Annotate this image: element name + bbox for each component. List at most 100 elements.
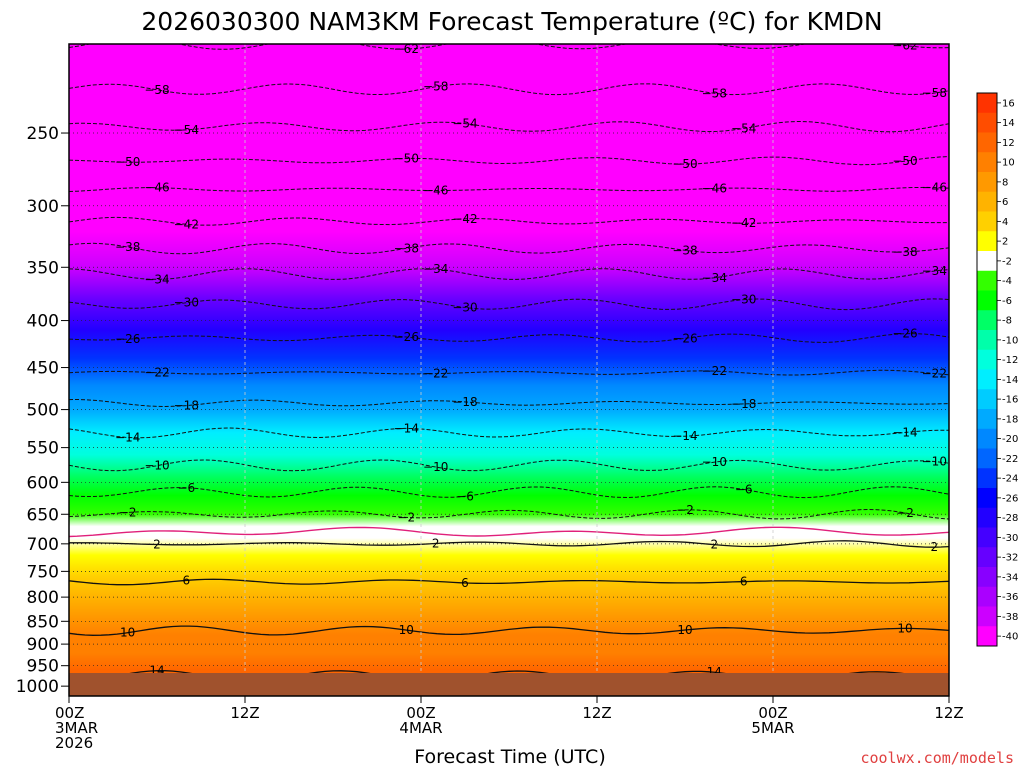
colorbar-label: -6 — [1002, 296, 1012, 307]
colorbar-bin — [977, 93, 997, 114]
colorbar-bin — [977, 507, 997, 528]
contour-label: −58 — [144, 83, 169, 97]
colorbar-label: -36 — [1002, 592, 1018, 603]
colorbar-bin — [977, 251, 997, 272]
contour-label: −2 — [896, 506, 914, 520]
contour-label: 10 — [120, 626, 135, 640]
contour-line — [69, 268, 949, 280]
contour-label: −34 — [423, 262, 448, 276]
contour-label: 6 — [182, 573, 190, 587]
contour-label: 6 — [740, 575, 748, 589]
credit-text: coolwx.com/models — [860, 749, 1014, 767]
contour-line — [69, 120, 949, 133]
colorbar-label: -16 — [1002, 395, 1018, 406]
colorbar-bin — [977, 488, 997, 509]
contour-label: 10 — [677, 623, 692, 637]
colorbar-bin — [977, 290, 997, 311]
contour-label: −2 — [397, 510, 415, 524]
contour-line — [69, 486, 949, 499]
colorbar-bin — [977, 369, 997, 390]
y-tick-label: 550 — [27, 439, 59, 459]
colorbar-label: -18 — [1002, 414, 1018, 425]
contour-label: −22 — [922, 367, 947, 381]
contour-label: −42 — [452, 212, 477, 226]
contour-label: −18 — [174, 399, 199, 413]
contour-label: −50 — [892, 154, 917, 168]
y-tick-label: 300 — [27, 197, 59, 217]
colorbar-label: 8 — [1002, 177, 1008, 188]
contour-label: −46 — [702, 181, 727, 195]
freezing-line — [69, 526, 949, 538]
colorbar-bin — [977, 527, 997, 548]
x-tick-label: 4MAR — [399, 719, 442, 737]
x-tick-label: 00Z — [55, 704, 84, 722]
contour-label: −46 — [423, 184, 448, 198]
contour-line — [69, 540, 949, 548]
contour-line — [69, 398, 949, 408]
colorbar-bin — [977, 448, 997, 469]
contour-label: −14 — [394, 421, 419, 435]
contour-label: −38 — [672, 243, 697, 257]
colorbar-label: -26 — [1002, 493, 1018, 504]
y-tick-label: 600 — [27, 473, 59, 493]
colorbar-bin — [977, 547, 997, 568]
x-tick-label: 3MAR — [55, 719, 98, 737]
contour-label: −46 — [144, 181, 169, 195]
x-tick-label: 12Z — [230, 704, 259, 722]
contour-label: −42 — [174, 217, 199, 231]
contour-line — [69, 186, 949, 192]
x-tick-label: 00Z — [758, 704, 787, 722]
contour-label: −54 — [452, 117, 477, 131]
contour-label: −34 — [144, 272, 169, 286]
colorbar-label: -8 — [1002, 316, 1012, 327]
y-tick-label: 450 — [27, 359, 59, 379]
y-tick-label: 700 — [27, 535, 59, 555]
colorbar-label: -24 — [1002, 474, 1018, 485]
colorbar-bin — [977, 231, 997, 252]
x-tick-label: 12Z — [934, 704, 963, 722]
contour-label: −62 — [394, 42, 419, 56]
contour-line — [69, 83, 949, 96]
contour-label: −22 — [423, 367, 448, 381]
contour-label: −62 — [115, 32, 140, 46]
contour-label: −30 — [174, 296, 199, 310]
contour-label: −34 — [702, 271, 727, 285]
colorbar-label: -34 — [1002, 572, 1018, 583]
contour-line — [69, 625, 949, 636]
contour-line — [69, 156, 949, 166]
colorbar: 16 14 12 10 8 6 4 2 -2 -4 -6 -8 -10 -12 -14 -16 -18 -20 -2… — [976, 92, 1018, 647]
colorbar-bin — [977, 330, 997, 351]
colorbar-bin — [977, 409, 997, 430]
colorbar-bin — [977, 211, 997, 232]
contour-label: −42 — [951, 215, 976, 229]
contour-label: 10 — [399, 623, 414, 637]
contour-line — [69, 459, 949, 472]
contour-label: −58 — [922, 86, 947, 100]
colorbar-label: 6 — [1002, 197, 1008, 208]
colorbar-bin — [977, 191, 997, 212]
colorbar-label: -2 — [1002, 256, 1012, 267]
contour-label: −34 — [922, 264, 947, 278]
colorbar-label: -38 — [1002, 612, 1018, 623]
contour-label: −10 — [423, 460, 448, 474]
contour-label: −6 — [955, 489, 973, 503]
contour-label: −26 — [394, 330, 419, 344]
contour-label: −42 — [731, 216, 756, 230]
temperature-field — [69, 44, 949, 696]
contour-label: −54 — [731, 122, 756, 136]
contour-line — [69, 216, 949, 226]
contour-label: −14 — [115, 431, 140, 445]
colorbar-bin — [977, 586, 997, 607]
contour-label: −26 — [672, 331, 697, 345]
contour-label: −46 — [922, 181, 947, 195]
contour-label: −30 — [731, 293, 756, 307]
y-tick-label: 500 — [27, 401, 59, 421]
contour-line — [69, 369, 949, 376]
contour-label: −6 — [735, 482, 753, 496]
chart-title: 2026030300 NAM3KM Forecast Temperature (… — [141, 7, 882, 36]
colorbar-label: -14 — [1002, 375, 1018, 386]
contour-label: 6 — [461, 576, 469, 590]
colorbar-bin — [977, 567, 997, 588]
colorbar-label: -22 — [1002, 454, 1018, 465]
